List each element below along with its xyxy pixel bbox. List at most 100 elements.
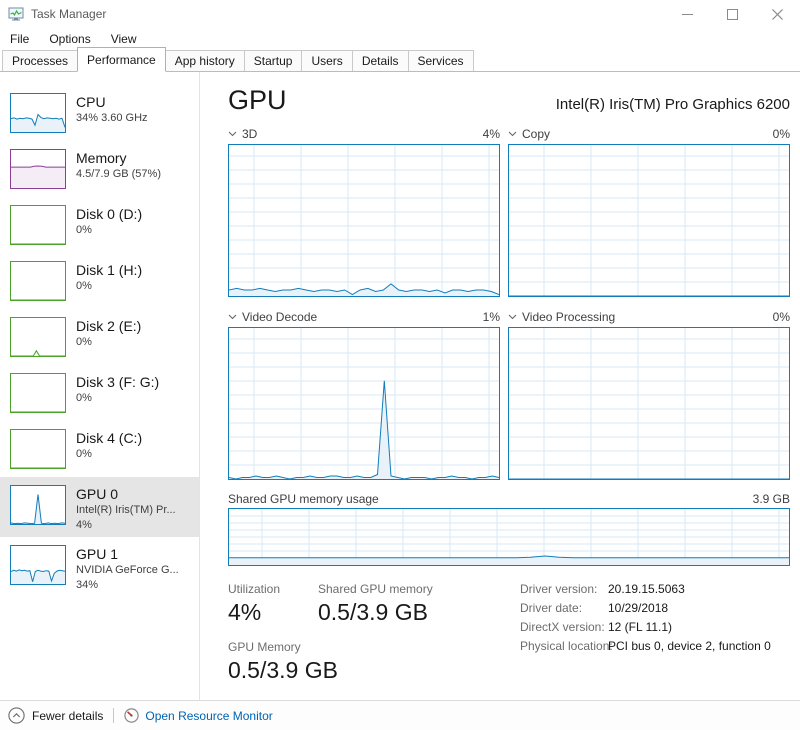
gpu-memory-label: GPU Memory: [228, 640, 301, 654]
shared-gpu-memory-label: Shared GPU memory: [318, 582, 433, 596]
task-manager-app-icon: [8, 7, 24, 21]
open-resource-monitor-label: Open Resource Monitor: [145, 708, 273, 723]
detail-label: Driver date:: [520, 601, 583, 615]
minimize-icon: [682, 13, 693, 15]
gpu-video-processing-chart: [508, 327, 790, 480]
chart-header-copy[interactable]: Copy 0%: [508, 124, 790, 144]
tab-processes[interactable]: Processes: [2, 50, 79, 71]
close-button[interactable]: [755, 0, 800, 28]
sidebar-item-cpu[interactable]: CPU 34% 3.60 GHz: [0, 85, 199, 141]
gpu-3d-chart: [228, 144, 500, 297]
tab-performance[interactable]: Performance: [77, 47, 166, 72]
tab-details[interactable]: Details: [351, 50, 409, 71]
gpu1-mini-chart: [10, 545, 66, 585]
sidebar-item-gpu1[interactable]: GPU 1 NVIDIA GeForce G... 34%: [0, 537, 199, 597]
disk0-mini-chart: [10, 205, 66, 245]
tab-users[interactable]: Users: [301, 50, 353, 71]
window-title: Task Manager: [31, 7, 107, 21]
disk4-mini-chart: [10, 429, 66, 469]
sidebar-item-title: Memory: [76, 150, 127, 166]
sidebar-item-gpu0[interactable]: GPU 0 Intel(R) Iris(TM) Pr... 4%: [0, 477, 199, 537]
chart-header-video-processing[interactable]: Video Processing 0%: [508, 307, 790, 327]
chevron-down-icon: [508, 314, 517, 320]
menu-bar: File Options View: [0, 28, 800, 50]
chart-value: 0%: [772, 310, 790, 324]
chart-header-3d[interactable]: 3D 4%: [228, 124, 500, 144]
memory-mini-chart: [10, 149, 66, 189]
tab-strip: Processes Performance App history Startu…: [0, 47, 800, 72]
sidebar-item-disk2[interactable]: Disk 2 (E:) 0%: [0, 309, 199, 365]
detail-label: DirectX version:: [520, 620, 605, 634]
page-title: GPU: [228, 85, 287, 115]
chart-value: 4%: [482, 127, 500, 141]
sidebar-item-disk3[interactable]: Disk 3 (F: G:) 0%: [0, 365, 199, 421]
sidebar-item-detail: 0%: [76, 392, 92, 404]
maximize-icon: [727, 8, 738, 20]
fewer-details-label: Fewer details: [32, 708, 104, 723]
shared-memory-max-label: 3.9 GB: [752, 492, 790, 506]
chevron-down-icon: [228, 314, 237, 320]
sidebar-item-title: CPU: [76, 94, 106, 110]
close-icon: [772, 8, 783, 20]
open-resource-monitor-link[interactable]: Open Resource Monitor: [124, 708, 273, 723]
sidebar-item-disk0[interactable]: Disk 0 (D:) 0%: [0, 197, 199, 253]
footer-divider: [113, 708, 115, 723]
performance-sidebar: CPU 34% 3.60 GHz Memory 4.5/7.9 GB (57%)…: [0, 72, 200, 700]
menu-item-file[interactable]: File: [10, 32, 30, 46]
gpu-video-decode-chart: [228, 327, 500, 480]
sidebar-item-detail: 0%: [76, 448, 92, 460]
sidebar-item-detail: 34% 3.60 GHz: [76, 112, 148, 124]
gpu0-mini-chart: [10, 485, 66, 525]
resource-monitor-icon: [124, 708, 140, 723]
sidebar-item-detail: 0%: [76, 280, 92, 292]
chevron-up-circle-icon: [8, 707, 25, 724]
chart-label: Video Decode: [242, 310, 318, 324]
sidebar-item-disk1[interactable]: Disk 1 (H:) 0%: [0, 253, 199, 309]
gpu-memory-value: 0.5/3.9 GB: [228, 657, 338, 683]
chart-label: 3D: [242, 127, 258, 141]
cpu-mini-chart: [10, 93, 66, 133]
disk2-mini-chart: [10, 317, 66, 357]
maximize-button[interactable]: [710, 0, 755, 28]
window-titlebar: Task Manager: [0, 0, 800, 28]
detail-value: 12 (FL 11.1): [608, 620, 673, 634]
sidebar-item-title: Disk 1 (H:): [76, 262, 143, 278]
chart-label: Video Processing: [522, 310, 616, 324]
tab-startup[interactable]: Startup: [243, 50, 303, 71]
tab-app-history[interactable]: App history: [164, 50, 245, 71]
sidebar-item-title: Disk 2 (E:): [76, 318, 142, 334]
chevron-down-icon: [228, 131, 237, 137]
chart-value: 1%: [482, 310, 500, 324]
shared-gpu-memory-value: 0.5/3.9 GB: [318, 599, 428, 625]
sidebar-item-detail: 0%: [76, 336, 92, 348]
detail-label: Driver version:: [520, 582, 598, 596]
sidebar-item-title: GPU 1: [76, 546, 119, 562]
chart-value: 0%: [772, 127, 790, 141]
sidebar-item-detail: 0%: [76, 224, 92, 236]
sidebar-item-title: Disk 0 (D:): [76, 206, 143, 222]
sidebar-item-detail: NVIDIA GeForce G...: [76, 564, 179, 576]
detail-value: 20.19.15.5063: [608, 582, 685, 596]
gpu-copy-chart: [508, 144, 790, 297]
gpu-panel: GPU Intel(R) Iris(TM) Pro Graphics 6200 …: [200, 72, 800, 700]
minimize-button[interactable]: [665, 0, 710, 28]
sidebar-item-title: GPU 0: [76, 486, 119, 502]
sidebar-item-detail: 4%: [76, 519, 92, 531]
disk3-mini-chart: [10, 373, 66, 413]
chart-header-video-decode[interactable]: Video Decode 1%: [228, 307, 500, 327]
utilization-value: 4%: [228, 599, 262, 625]
menu-item-view[interactable]: View: [110, 32, 137, 46]
sidebar-item-detail: 4.5/7.9 GB (57%): [76, 168, 161, 180]
sidebar-item-title: Disk 3 (F: G:): [76, 374, 160, 390]
menu-item-options[interactable]: Options: [49, 32, 91, 46]
chevron-down-icon: [508, 131, 517, 137]
gpu-details: Driver version: 20.19.15.5063 Driver dat…: [520, 582, 771, 684]
sidebar-item-memory[interactable]: Memory 4.5/7.9 GB (57%): [0, 141, 199, 197]
detail-value: 10/29/2018: [608, 601, 669, 615]
sidebar-item-title: Disk 4 (C:): [76, 430, 143, 446]
tab-services[interactable]: Services: [407, 50, 474, 71]
footer-bar: Fewer details Open Resource Monitor: [0, 700, 800, 730]
detail-value: PCI bus 0, device 2, function 0: [608, 639, 771, 653]
fewer-details-button[interactable]: Fewer details: [8, 707, 103, 724]
sidebar-item-disk4[interactable]: Disk 4 (C:) 0%: [0, 421, 199, 477]
